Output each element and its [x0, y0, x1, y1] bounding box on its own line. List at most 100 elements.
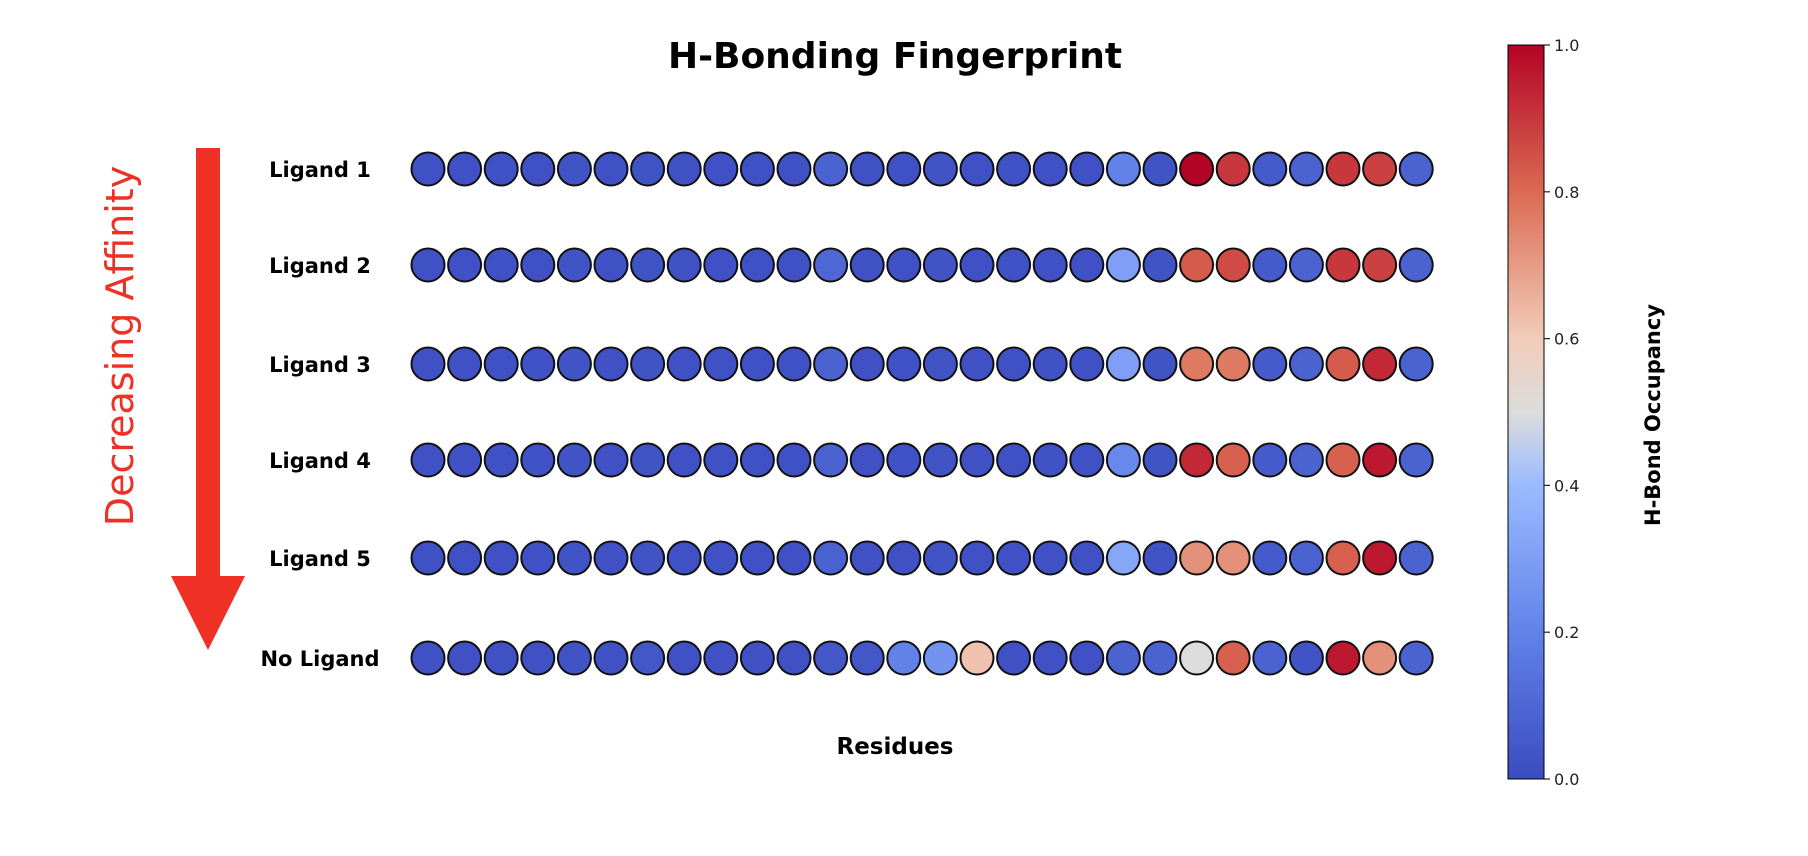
heatmap-cell [849, 540, 885, 576]
heatmap-cell [1252, 346, 1288, 382]
heatmap-cell [666, 247, 702, 283]
heatmap-cell [556, 540, 592, 576]
heatmap-cell [849, 247, 885, 283]
heatmap-cell [739, 640, 775, 676]
heatmap-cell [922, 540, 958, 576]
arrow-head [171, 576, 245, 650]
heatmap-cell [483, 540, 519, 576]
heatmap-cell [922, 346, 958, 382]
heatmap-cell [849, 640, 885, 676]
heatmap-cell [703, 247, 739, 283]
heatmap-cell [556, 247, 592, 283]
heatmap-cell [593, 442, 629, 478]
heatmap-cell [922, 247, 958, 283]
heatmap-cell [886, 640, 922, 676]
heatmap-cell [593, 346, 629, 382]
colorbar-tick-label: 1.0 [1554, 36, 1579, 55]
heatmap-cell [520, 640, 556, 676]
heatmap-cell [556, 346, 592, 382]
heatmap-cell [886, 346, 922, 382]
heatmap-cell [1105, 346, 1141, 382]
heatmap-cell [447, 442, 483, 478]
heatmap-cell [959, 151, 995, 187]
heatmap-cell [813, 346, 849, 382]
heatmap-cell [410, 540, 446, 576]
heatmap-cell [447, 247, 483, 283]
heatmap-cell [1105, 442, 1141, 478]
heatmap-cell [922, 640, 958, 676]
heatmap-cell [1362, 346, 1398, 382]
heatmap-cell [1179, 640, 1215, 676]
heatmap-cell [666, 442, 702, 478]
heatmap-cell [996, 540, 1032, 576]
heatmap-cell [1362, 640, 1398, 676]
heatmap-cell [703, 640, 739, 676]
decreasing-affinity-arrow [171, 148, 245, 650]
heatmap-cell [1142, 540, 1178, 576]
heatmap-cell [849, 442, 885, 478]
heatmap-cell [1325, 151, 1361, 187]
heatmap-cell [666, 540, 702, 576]
heatmap-cell [1215, 346, 1251, 382]
heatmap-cell [1362, 540, 1398, 576]
heatmap-cell [1069, 346, 1105, 382]
heatmap-cell [593, 640, 629, 676]
heatmap-cell [1252, 640, 1288, 676]
heatmap-cell [813, 540, 849, 576]
heatmap-cell [886, 540, 922, 576]
heatmap-cell [520, 346, 556, 382]
heatmap-cell [703, 540, 739, 576]
heatmap-cell [776, 346, 812, 382]
heatmap-cell [1105, 640, 1141, 676]
heatmap-cell [959, 346, 995, 382]
heatmap-cell [1325, 640, 1361, 676]
heatmap-cell [593, 151, 629, 187]
heatmap-cell [1032, 540, 1068, 576]
heatmap-cell [1142, 442, 1178, 478]
heatmap-cell [1398, 442, 1434, 478]
heatmap-cell [959, 442, 995, 478]
annotation-label: Decreasing Affinity [98, 166, 142, 526]
heatmap-cell [996, 247, 1032, 283]
heatmap-cell [1215, 151, 1251, 187]
heatmap-cell [922, 442, 958, 478]
heatmap-cell [483, 640, 519, 676]
heatmap-cell [996, 442, 1032, 478]
heatmap-cell [666, 640, 702, 676]
heatmap-cell [483, 151, 519, 187]
colorbar-tick-label: 0.0 [1554, 770, 1579, 789]
heatmap-cell [703, 442, 739, 478]
heatmap-cell [959, 640, 995, 676]
heatmap-cell [1105, 540, 1141, 576]
heatmap-cell [1398, 151, 1434, 187]
heatmap-cell [1288, 346, 1324, 382]
heatmap-cell [630, 151, 666, 187]
heatmap-cell [630, 640, 666, 676]
heatmap-cell [483, 247, 519, 283]
colorbar-gradient [1507, 44, 1545, 780]
heatmap-cell [849, 151, 885, 187]
heatmap-cell [1032, 346, 1068, 382]
chart-title: H-Bonding Fingerprint [668, 36, 1122, 77]
heatmap-cell [1032, 247, 1068, 283]
heatmap-cell [593, 247, 629, 283]
heatmap-cell [1325, 247, 1361, 283]
heatmap-cell [996, 640, 1032, 676]
row-label: Ligand 3 [269, 353, 371, 377]
heatmap-cell [739, 247, 775, 283]
x-axis-label: Residues [836, 734, 953, 760]
heatmap-cell [1215, 640, 1251, 676]
heatmap-cell [520, 540, 556, 576]
colorbar-tick-label: 0.6 [1554, 330, 1579, 349]
heatmap-cell [1179, 151, 1215, 187]
heatmap-cell [1105, 247, 1141, 283]
heatmap-cell [666, 346, 702, 382]
heatmap-cell [776, 442, 812, 478]
row-label: Ligand 4 [269, 449, 371, 473]
heatmap-cell [1069, 151, 1105, 187]
heatmap-row: Ligand 1 [269, 151, 1434, 187]
row-label: Ligand 1 [269, 158, 371, 182]
heatmap-cell [886, 247, 922, 283]
row-label: Ligand 2 [269, 254, 371, 278]
